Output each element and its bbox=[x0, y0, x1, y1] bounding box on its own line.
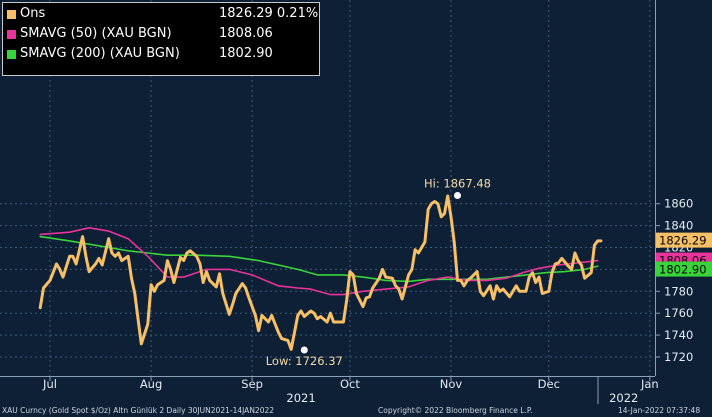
legend-last-ons: 1826.29 bbox=[219, 6, 273, 21]
x-axis-ticks: Jul Aug Sep Oct Nov Dec Jan 2021 2022 bbox=[42, 376, 659, 405]
annotations: Hi: 1867.48 Low: 1726.37 bbox=[266, 177, 491, 369]
y-tick-label: 1780 bbox=[664, 284, 693, 298]
annotation-marker bbox=[300, 346, 308, 354]
y-tick-label: 1860 bbox=[664, 197, 693, 211]
legend-swatch-smavg200 bbox=[7, 50, 16, 59]
legend-value-ons: 1826.29 0.21% bbox=[219, 6, 318, 21]
series-lines bbox=[38, 194, 603, 351]
year-label: 2021 bbox=[286, 391, 315, 405]
x-tick-label: Jul bbox=[42, 377, 57, 391]
last-value-label: 1802.90 bbox=[659, 263, 707, 277]
series-line-smavg-200-xau-bgn bbox=[39, 235, 599, 283]
legend-change-ons: 0.21% bbox=[276, 6, 319, 21]
footer-timestamp: 14-Jan-2022 07:37:48 bbox=[618, 406, 701, 415]
last-value-badge bbox=[656, 232, 712, 248]
x-tick-label: Sep bbox=[241, 377, 263, 391]
legend-name-ons: Ons bbox=[20, 6, 46, 21]
x-tick-label: Nov bbox=[440, 377, 463, 391]
legend-value-smavg200: 1802.90 bbox=[219, 46, 273, 61]
legend-name-smavg50: SMAVG (50) (XAU BGN) bbox=[20, 26, 172, 41]
y-tick-label: 1740 bbox=[664, 328, 693, 342]
footer-copyright: Copyright© 2022 Bloomberg Finance L.P. bbox=[378, 406, 533, 415]
x-tick-label: Aug bbox=[140, 377, 162, 391]
legend-name-smavg200: SMAVG (200) (XAU BGN) bbox=[20, 46, 180, 61]
last-value-label: 1826.29 bbox=[659, 234, 707, 248]
legend-item-ons: Ons 1826.29 0.21% bbox=[3, 5, 321, 25]
low-label: Low: 1726.37 bbox=[266, 354, 343, 368]
series-line-ons bbox=[38, 194, 603, 351]
legend-swatch-ons bbox=[7, 10, 16, 19]
high-label: Hi: 1867.48 bbox=[424, 177, 491, 191]
footer-source: XAU Curncy (Gold Spot $/Oz) Altn Günlük … bbox=[2, 406, 275, 415]
legend-item-smavg200: SMAVG (200) (XAU BGN) 1802.90 bbox=[3, 45, 321, 65]
annotation-marker bbox=[454, 192, 461, 200]
legend-value-smavg50: 1808.06 bbox=[219, 26, 273, 41]
last-value-badge bbox=[656, 261, 712, 277]
y-tick-label: 1760 bbox=[664, 306, 693, 320]
series-line-smavg-50-xau-bgn bbox=[39, 227, 599, 296]
legend-swatch-smavg50 bbox=[7, 30, 16, 39]
x-tick-label: Dec bbox=[538, 377, 560, 391]
x-tick-label: Jan bbox=[640, 377, 659, 391]
x-tick-label: Oct bbox=[340, 377, 360, 391]
axis-panel bbox=[656, 0, 712, 376]
y-tick-label: 1840 bbox=[664, 219, 693, 233]
legend: Ons 1826.29 0.21% SMAVG (50) (XAU BGN) 1… bbox=[2, 2, 320, 76]
y-tick-label: 1720 bbox=[664, 350, 693, 364]
legend-item-smavg50: SMAVG (50) (XAU BGN) 1808.06 bbox=[3, 25, 321, 45]
year-label: 2022 bbox=[609, 391, 638, 405]
